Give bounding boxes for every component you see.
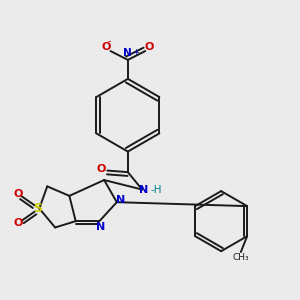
Text: O: O [13,218,22,228]
Text: CH₃: CH₃ [232,253,249,262]
Text: -H: -H [151,185,162,196]
Text: O: O [97,164,106,174]
Text: O: O [13,189,22,199]
Text: N: N [139,185,148,196]
Text: N: N [96,223,106,232]
Text: S: S [33,202,42,215]
Text: N: N [116,195,125,205]
Text: O: O [145,42,154,52]
Text: O: O [101,42,110,52]
Text: -: - [107,37,111,46]
Text: +: + [132,48,139,57]
Text: N: N [124,48,132,58]
